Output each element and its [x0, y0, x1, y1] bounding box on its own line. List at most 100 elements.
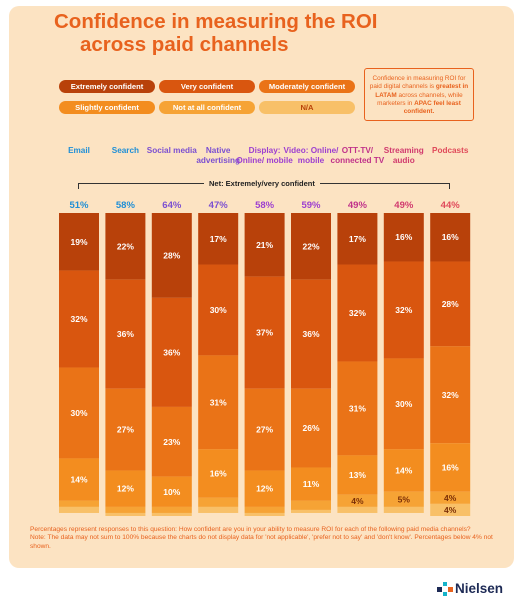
bar-segment	[59, 458, 99, 501]
bar-segment	[291, 388, 331, 468]
bar-value-label: 19%	[70, 237, 87, 247]
bar-segment	[430, 213, 471, 262]
chart-title: Confidence in measuring the ROI across p…	[54, 10, 384, 56]
bar-segment	[198, 506, 239, 513]
bar-value-label: 30%	[210, 305, 227, 315]
net-percent-label: 59%	[301, 200, 321, 211]
bar-segment	[105, 506, 146, 513]
title-line-1: Confidence in measuring the ROI	[54, 10, 378, 33]
bar-value-label: 32%	[70, 314, 87, 324]
column-header: Email	[68, 146, 90, 155]
bar-segment	[198, 449, 239, 498]
bar-segment	[430, 346, 471, 444]
bar-segment	[291, 500, 331, 510]
bar-segment	[105, 512, 146, 516]
bar-value-label: 28%	[442, 299, 459, 309]
bar-segment	[198, 264, 239, 356]
bar-segment	[337, 455, 378, 495]
column-header: Podcasts	[431, 146, 469, 155]
bar-value-label: 30%	[395, 399, 412, 409]
bar-segment	[198, 213, 239, 265]
net-percent-label: 58%	[255, 200, 275, 211]
bar-value-label: 32%	[349, 308, 366, 318]
bar-segment	[59, 500, 99, 507]
net-percent-label: 64%	[162, 200, 182, 211]
bar-segment	[105, 470, 146, 507]
bar-segment	[383, 213, 424, 262]
bar-value-label: 4%	[444, 493, 457, 503]
bar-segment	[59, 367, 99, 459]
bar-value-label: 12%	[256, 484, 273, 494]
footnote-line-2: Note: The data may not sum to 100% becau…	[30, 534, 493, 550]
bar-value-label: 32%	[442, 390, 459, 400]
legend-na: N/A	[259, 101, 355, 114]
bar-segment	[430, 491, 471, 504]
bar-segment	[383, 449, 424, 492]
bar-segment	[244, 213, 285, 277]
bar-segment	[151, 512, 192, 516]
bar-segment	[244, 388, 285, 471]
bar-segment	[430, 443, 471, 492]
legend-slightly-confident: Slightly confident	[59, 101, 155, 114]
column-header: Social media	[146, 146, 197, 155]
bar-value-label: 14%	[395, 466, 412, 476]
bar-segment	[430, 261, 471, 347]
bar-segment	[430, 503, 471, 516]
bar-value-label: 22%	[302, 241, 319, 251]
net-percent-label: 49%	[394, 200, 414, 211]
bar-value-label: 31%	[210, 397, 227, 407]
brand-name: Nielsen	[455, 581, 504, 596]
bar-value-label: 27%	[256, 425, 273, 435]
bar-segment	[151, 506, 192, 513]
bar-value-label: 16%	[442, 232, 459, 242]
bar-value-label: 36%	[117, 329, 134, 339]
bar-segment	[151, 297, 192, 407]
bar-segment	[337, 494, 378, 507]
column-header: Display: Online/ mobile	[236, 146, 293, 165]
net-label: Net: Extremely/very confident	[204, 179, 320, 188]
bar-value-label: 23%	[163, 437, 180, 447]
bar-segment	[337, 264, 378, 362]
bar-value-label: 28%	[163, 250, 180, 260]
column-header: Video: Online/ mobile	[283, 146, 339, 165]
bar-value-label: 36%	[302, 329, 319, 339]
bar-segment	[151, 406, 192, 477]
legend-moderately-confident: Moderately confident	[259, 80, 355, 93]
title-line-2: across paid channels	[80, 33, 289, 56]
net-percent-label: 47%	[208, 200, 228, 211]
bar-segment	[59, 506, 99, 513]
insight-note: Confidence in measuring ROI for paid dig…	[364, 68, 474, 121]
nielsen-logo-icon	[437, 582, 453, 596]
bar-segment	[105, 279, 146, 389]
bar-value-label: 16%	[210, 469, 227, 479]
bar-segment	[291, 213, 331, 280]
bar-value-label: 4%	[444, 505, 457, 515]
bar-value-label: 12%	[117, 484, 134, 494]
note-text-2: across channels, while marketers in	[377, 91, 463, 107]
bar-segment	[59, 270, 99, 368]
bar-segment	[337, 361, 378, 456]
footnote: Percentages represent responses to this …	[30, 526, 500, 551]
bar-value-label: 5%	[398, 494, 411, 504]
bar-segment	[105, 213, 146, 280]
bar-value-label: 11%	[303, 479, 320, 489]
net-percent-label: 51%	[69, 200, 89, 211]
bar-segment	[244, 506, 285, 513]
bar-segment	[198, 497, 239, 507]
bar-value-label: 37%	[256, 328, 273, 338]
bar-segment	[383, 358, 424, 450]
legend-not-at-all-confident: Not at all confident	[159, 101, 255, 114]
bar-value-label: 27%	[117, 425, 134, 435]
bar-value-label: 22%	[117, 241, 134, 251]
bar-segment	[105, 388, 146, 471]
net-percent-label: 58%	[115, 200, 135, 211]
bar-segment	[59, 213, 99, 271]
footnote-line-1: Percentages represent responses to this …	[30, 526, 471, 533]
net-percent-label: 44%	[440, 200, 460, 211]
legend-extremely-confident: Extremely confident	[59, 80, 155, 93]
bar-value-label: 31%	[349, 403, 366, 413]
bar-segment	[151, 213, 192, 298]
bar-value-label: 4%	[351, 496, 364, 506]
note-bold-2: APAC feel least confident.	[403, 99, 461, 116]
